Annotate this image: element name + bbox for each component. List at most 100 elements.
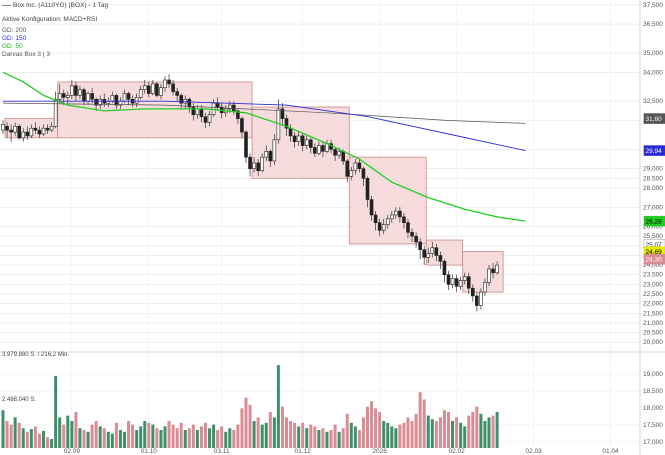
- volume-bar: [414, 413, 418, 448]
- volume-bar: [244, 397, 248, 448]
- candle-body: [5, 125, 9, 131]
- candle-body: [248, 156, 252, 169]
- price-tag-box: [643, 145, 665, 156]
- candle-body: [114, 95, 119, 106]
- volume-bar: [451, 421, 455, 448]
- time-tick-label: 2026: [372, 448, 387, 455]
- candle-body: [304, 139, 309, 146]
- volume-bar: [25, 431, 29, 448]
- price-tick-label: 22,500: [643, 291, 663, 298]
- volume-bar: [248, 404, 252, 448]
- candle-body: [442, 260, 447, 276]
- volume-bar: [374, 408, 378, 448]
- candle-body: [353, 162, 358, 171]
- volume-bar: [491, 415, 495, 448]
- volume-bar: [42, 430, 45, 448]
- volume-bar: [143, 421, 147, 448]
- candle-body: [418, 241, 422, 250]
- volume-bar: [86, 431, 90, 448]
- moving-averages: [2, 71, 526, 222]
- candle-body: [13, 125, 17, 133]
- candle-body: [207, 114, 212, 123]
- volume-bar: [370, 401, 374, 448]
- candle-body: [483, 282, 487, 293]
- volume-bar: [418, 392, 422, 448]
- candle-body: [341, 151, 346, 162]
- candle-body: [90, 93, 94, 100]
- candle-body: [61, 93, 66, 98]
- volume-bar: [313, 426, 317, 448]
- volume-bar: [46, 437, 50, 448]
- candle-body: [414, 235, 418, 243]
- volume-bar: [131, 424, 135, 448]
- volume-bar: [325, 431, 329, 448]
- volume-bar: [114, 422, 118, 448]
- candle-body: [256, 162, 260, 171]
- volume-bar: [349, 422, 353, 448]
- candle-body: [110, 95, 115, 102]
- volume-bar: [467, 415, 471, 448]
- volume-bar: [50, 439, 54, 448]
- volume-bar: [54, 376, 58, 448]
- price-tick-label: 24,000: [643, 262, 663, 269]
- price-tick-label: 37,500: [643, 2, 663, 9]
- candle-body: [122, 93, 127, 102]
- volume-label-mid: 2.488.040 S.: [2, 397, 37, 403]
- volume-bar: [305, 428, 309, 448]
- volume-bar: [135, 430, 139, 448]
- price-tick-label: 20,500: [643, 330, 663, 337]
- price-tag-label: 24,69: [646, 249, 663, 256]
- price-tag-box: [643, 113, 665, 124]
- volume-bar: [329, 430, 333, 448]
- candle-body: [333, 149, 337, 156]
- candle-body: [195, 108, 200, 116]
- chart-title-text: Box Inc. (A110YG) (BOX) - 1 Tag: [13, 2, 109, 9]
- time-tick-label: 02.09: [64, 448, 81, 455]
- volume-bar: [442, 410, 446, 448]
- volume-bar: [285, 417, 288, 448]
- volume-bar: [390, 426, 394, 448]
- price-tick-label: 23,000: [643, 281, 663, 288]
- candle-body: [296, 135, 301, 143]
- volume-bar: [94, 421, 98, 448]
- candle-body: [151, 83, 155, 94]
- candle-body: [450, 278, 455, 285]
- price-tag-box: [643, 254, 665, 265]
- candle-body: [491, 268, 495, 274]
- candle-body: [349, 170, 354, 177]
- candle-body: [236, 110, 240, 119]
- volume-bar: [179, 422, 183, 448]
- volume-bar: [301, 422, 305, 448]
- candle-body: [337, 151, 341, 156]
- candle-body: [317, 145, 321, 154]
- candle-body: [446, 274, 451, 285]
- price-tick-label: 22,000: [643, 301, 663, 308]
- candle-body: [134, 97, 139, 104]
- volume-bar: [58, 417, 62, 448]
- volume-bar: [17, 422, 21, 448]
- volume-bar: [1, 410, 5, 448]
- volume-bar: [216, 430, 220, 448]
- legend-ma200: GD: 200: [2, 27, 27, 34]
- volume-bar: [353, 426, 357, 448]
- volume-bar: [317, 430, 321, 448]
- candle-body: [45, 127, 50, 131]
- candle-body: [454, 278, 459, 287]
- volume-bar: [82, 430, 86, 448]
- candle-body: [479, 291, 483, 306]
- volume-bar: [98, 426, 102, 448]
- candle-body: [377, 222, 382, 231]
- volume-bar: [426, 415, 430, 448]
- price-tick-label: 21,000: [643, 320, 663, 327]
- candle-body: [74, 85, 78, 96]
- price-tick-label: 25,500: [643, 233, 663, 240]
- volume-bar: [333, 424, 337, 448]
- volume-label-top: 3.979.880 S. / 216,2 Mio.: [2, 352, 70, 358]
- candle-body: [199, 108, 204, 117]
- candle-body: [167, 79, 171, 85]
- candle-body: [41, 127, 46, 135]
- ma150-line: [3, 100, 526, 152]
- volume-tick-label: 18,500: [643, 388, 663, 395]
